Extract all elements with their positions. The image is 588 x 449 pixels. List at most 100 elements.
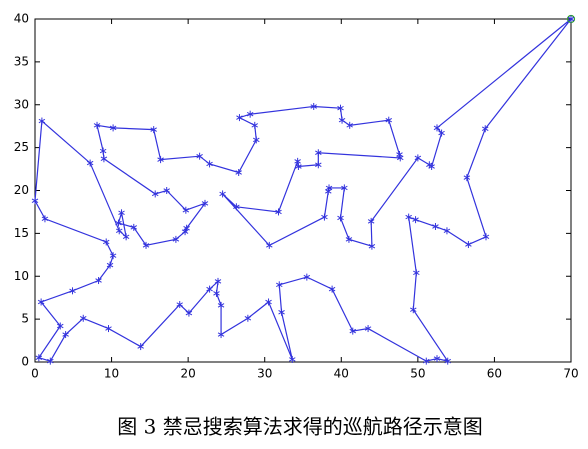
star-stroke — [396, 155, 404, 161]
star-stroke — [251, 123, 259, 128]
route-point — [428, 162, 435, 170]
route-point — [106, 261, 114, 269]
route-point — [315, 149, 322, 157]
x-tick-label: 30 — [257, 367, 272, 381]
route-point — [444, 357, 451, 365]
star-stroke — [100, 156, 108, 162]
y-tick-label: 10 — [14, 269, 29, 283]
route-point — [412, 216, 419, 224]
x-tick-label: 10 — [104, 367, 119, 381]
star-stroke — [106, 262, 114, 268]
star-stroke — [206, 286, 213, 292]
route-point — [214, 277, 222, 285]
route-point — [105, 325, 112, 333]
star-stroke — [385, 117, 393, 123]
star-stroke — [109, 253, 117, 258]
star-stroke — [278, 310, 285, 315]
y-tick-label: 5 — [21, 312, 29, 326]
route-point — [295, 162, 302, 170]
route-point — [236, 114, 243, 122]
star-stroke — [151, 191, 159, 197]
star-stroke — [443, 228, 451, 234]
star-stroke — [433, 125, 441, 131]
route-point — [405, 213, 412, 221]
route-point — [443, 227, 451, 235]
route-point — [410, 306, 417, 314]
y-tick-label: 35 — [14, 54, 29, 68]
star-stroke — [266, 243, 273, 248]
route-point — [310, 102, 317, 110]
star-stroke — [444, 358, 451, 364]
star-stroke — [265, 299, 272, 305]
route-point — [163, 187, 170, 194]
star-stroke — [115, 220, 122, 226]
star-stroke — [396, 152, 403, 157]
x-tick-label: 0 — [31, 367, 39, 381]
route-point — [37, 298, 45, 306]
route-point — [367, 217, 375, 225]
route-point — [86, 159, 94, 167]
star-stroke — [37, 299, 45, 305]
route-point — [433, 124, 441, 132]
route-point — [38, 117, 46, 125]
star-stroke — [325, 185, 333, 191]
star-stroke — [150, 127, 157, 132]
route-point — [244, 314, 252, 322]
star-stroke — [345, 237, 353, 242]
x-tick-label: 40 — [334, 367, 349, 381]
star-stroke — [57, 323, 64, 329]
route-point — [35, 354, 43, 362]
star-stroke — [310, 104, 317, 109]
star-stroke — [185, 310, 193, 316]
star-stroke — [367, 219, 375, 224]
star-stroke — [213, 291, 220, 296]
route-point — [183, 224, 190, 232]
route-point — [62, 331, 69, 339]
star-stroke — [253, 137, 260, 143]
route-point — [465, 241, 472, 249]
star-stroke — [41, 216, 49, 222]
route-point — [206, 285, 213, 293]
route-point — [47, 357, 54, 365]
star-stroke — [438, 130, 445, 136]
route-point — [233, 203, 240, 211]
route-point — [414, 154, 422, 162]
route-point — [93, 121, 101, 129]
route-point — [99, 147, 107, 155]
star-stroke — [122, 234, 130, 240]
star-stroke — [236, 115, 243, 120]
star-stroke — [79, 316, 87, 321]
route-point — [41, 215, 49, 223]
star-stroke — [428, 164, 435, 169]
route-point — [102, 238, 110, 246]
star-stroke — [275, 209, 282, 215]
route-point — [246, 110, 254, 118]
star-stroke — [423, 358, 430, 364]
route-point — [172, 235, 180, 243]
route-point — [337, 214, 344, 222]
route-point — [289, 355, 296, 363]
star-stroke — [95, 278, 102, 283]
route-point — [385, 116, 393, 124]
star-stroke — [235, 170, 242, 175]
star-stroke — [321, 214, 328, 220]
route-point — [251, 121, 259, 129]
route-point — [182, 206, 190, 214]
route-point — [328, 285, 336, 293]
star-stroke — [217, 332, 225, 337]
star-stroke — [346, 123, 353, 128]
route-point — [423, 357, 430, 365]
chart-caption: 图 3 禁忌搜索算法求得的巡航路径示意图 — [117, 415, 482, 439]
x-tick-label: 60 — [487, 367, 502, 381]
route-point — [567, 15, 575, 23]
route-point — [482, 233, 490, 241]
route-point — [150, 126, 157, 134]
route-point — [303, 273, 311, 281]
star-stroke — [102, 239, 110, 245]
route-point — [235, 168, 242, 176]
star-stroke — [118, 210, 125, 216]
route-point — [432, 223, 439, 231]
route-point — [109, 252, 117, 260]
star-stroke — [414, 155, 422, 161]
star-stroke — [109, 125, 117, 131]
